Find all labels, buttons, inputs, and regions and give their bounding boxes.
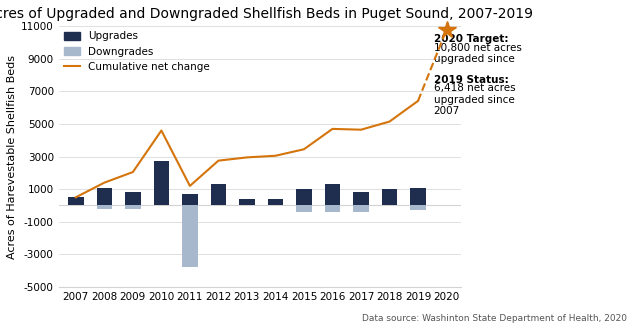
Bar (410, 187, 426, 205)
Bar (353, 192, 369, 205)
Text: Data source: Washinton State Department of Health, 2020: Data source: Washinton State Department … (362, 314, 627, 323)
Bar (296, 189, 312, 205)
Bar (182, 194, 198, 205)
Text: 10,800 net acres
upgraded since: 10,800 net acres upgraded since (434, 43, 522, 64)
Bar (211, 184, 227, 205)
Bar (324, 184, 340, 205)
Bar (353, 205, 369, 212)
Bar (182, 205, 198, 267)
Bar (268, 199, 284, 205)
Bar (125, 205, 141, 209)
Bar (68, 197, 84, 205)
Bar (324, 205, 340, 212)
Bar (239, 199, 255, 205)
Bar (381, 189, 397, 205)
Text: 2019 Status:: 2019 Status: (434, 75, 508, 85)
Bar (296, 205, 312, 212)
Bar (154, 161, 169, 205)
Y-axis label: Acres of Harevestable Shellfish Beds: Acres of Harevestable Shellfish Beds (7, 54, 17, 259)
Text: 6,418 net acres
upgraded since
2007: 6,418 net acres upgraded since 2007 (434, 83, 515, 116)
Bar (97, 187, 112, 205)
Bar (410, 205, 426, 210)
Bar (97, 205, 112, 209)
Title: Acres of Upgraded and Downgraded Shellfish Beds in Puget Sound, 2007-2019: Acres of Upgraded and Downgraded Shellfi… (0, 7, 533, 21)
Text: 2020 Target:: 2020 Target: (434, 35, 508, 44)
Legend: Upgrades, Downgrades, Cumulative net change: Upgrades, Downgrades, Cumulative net cha… (64, 32, 210, 72)
Bar (125, 192, 141, 205)
